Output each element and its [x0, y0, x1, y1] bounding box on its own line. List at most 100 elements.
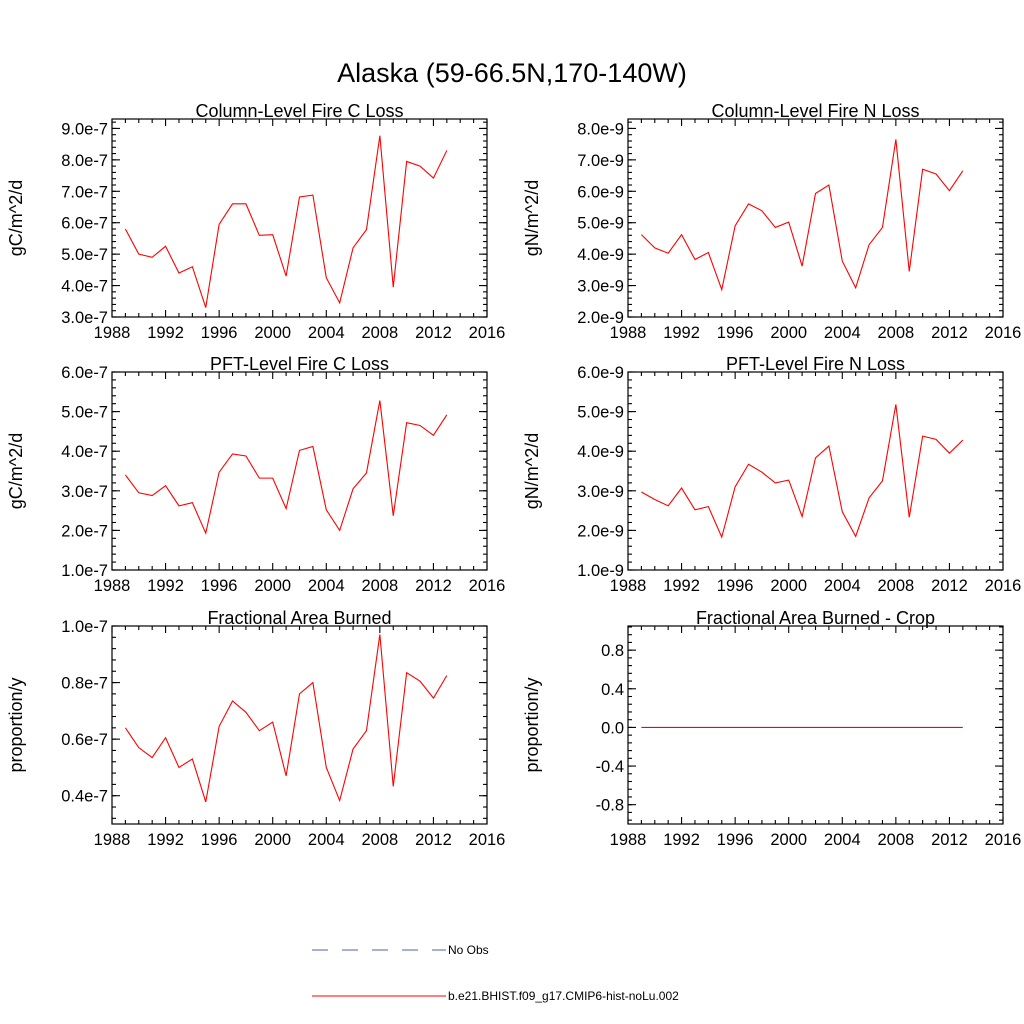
- y-tick-label: 1.0e-7: [61, 618, 108, 636]
- x-tick-label: 1992: [663, 324, 700, 342]
- plot-frame: [627, 371, 1004, 571]
- y-tick-label: 0.4e-7: [61, 788, 108, 806]
- x-tick-label: 1996: [201, 324, 238, 342]
- x-tick-label: 2000: [770, 577, 807, 595]
- y-tick-label: 3.0e-7: [61, 309, 108, 327]
- y-tick-label: 0.4: [601, 681, 624, 699]
- x-tick-label: 2012: [415, 831, 452, 849]
- plot-frame: [111, 625, 488, 825]
- y-tick-label: 3.0e-9: [577, 483, 624, 501]
- x-tick-label: 1988: [610, 324, 647, 342]
- y-tick-label: 0.0: [601, 719, 624, 737]
- panel-5: Fractional Area Burned proportion/y 1988 19…: [6, 608, 505, 849]
- panel-title: PFT-Level Fire C Loss: [210, 354, 389, 374]
- series-line-1: [124, 634, 448, 803]
- y-tick-label: -0.8: [596, 797, 624, 815]
- x-tick-label: 2008: [877, 577, 914, 595]
- series-line-1: [124, 135, 448, 308]
- panel-1: Column-Level Fire C Loss gC/m^2/d 1988 1992…: [6, 101, 505, 342]
- x-tick-label: 2016: [469, 577, 506, 595]
- main-title: Alaska (59-66.5N,170-140W): [337, 58, 687, 88]
- y-tick-label: 7.0e-7: [61, 183, 108, 201]
- x-tick-label: 2008: [361, 577, 398, 595]
- series-line-1: [124, 400, 448, 535]
- x-tick-label: 2004: [824, 324, 861, 342]
- x-tick-label: 2012: [415, 324, 452, 342]
- y-tick-label: 0.8e-7: [61, 675, 108, 693]
- panel-2: Column-Level Fire N Loss gN/m^2/d 1988 1992…: [522, 101, 1021, 342]
- x-tick-label: 2008: [361, 324, 398, 342]
- x-tick-label: 1992: [663, 831, 700, 849]
- x-tick-label: 1988: [94, 577, 131, 595]
- x-tick-label: 2016: [469, 324, 506, 342]
- panel-title: Fractional Area Burned: [207, 608, 391, 628]
- panel-title: PFT-Level Fire N Loss: [726, 354, 905, 374]
- x-tick-label: 1992: [147, 324, 184, 342]
- y-axis-label: proportion/y: [6, 677, 26, 772]
- x-tick-label: 2008: [877, 324, 914, 342]
- panel-title: Column-Level Fire N Loss: [711, 101, 919, 121]
- x-tick-label: 2016: [985, 577, 1022, 595]
- x-tick-label: 1992: [663, 577, 700, 595]
- x-tick-label: 1988: [610, 831, 647, 849]
- panel-6: Fractional Area Burned - Crop proportion/…: [522, 608, 1021, 849]
- y-tick-label: 4.0e-7: [61, 278, 108, 296]
- y-tick-label: 3.0e-7: [61, 483, 108, 501]
- x-tick-label: 2012: [415, 577, 452, 595]
- plot-frame: [627, 625, 1004, 825]
- x-tick-label: 1996: [717, 577, 754, 595]
- x-tick-label: 2000: [770, 324, 807, 342]
- panel-title: Fractional Area Burned - Crop: [696, 608, 935, 628]
- y-tick-label: 5.0e-7: [61, 404, 108, 422]
- y-tick-label: 0.8: [601, 642, 624, 660]
- y-tick-label: 4.0e-9: [577, 246, 624, 264]
- panel-3: PFT-Level Fire C Loss gC/m^2/d 1988 1992 199…: [6, 354, 505, 595]
- y-tick-label: 0.6e-7: [61, 731, 108, 749]
- y-tick-label: 2.0e-9: [577, 522, 624, 540]
- y-tick-label: 6.0e-9: [577, 364, 624, 382]
- x-tick-label: 2012: [931, 577, 968, 595]
- y-tick-label: 1.0e-7: [61, 562, 108, 580]
- y-axis-label: gN/m^2/d: [522, 180, 542, 256]
- legend-label-no-obs: No Obs: [448, 943, 489, 957]
- x-tick-label: 1996: [201, 831, 238, 849]
- x-tick-label: 1992: [147, 577, 184, 595]
- y-axis-label: gC/m^2/d: [6, 433, 26, 509]
- x-tick-label: 2004: [308, 831, 345, 849]
- series-line-1: [641, 139, 964, 292]
- panel-4: PFT-Level Fire N Loss gN/m^2/d 1988 1992 199…: [522, 354, 1021, 595]
- y-tick-label: 6.0e-9: [577, 183, 624, 201]
- y-tick-label: 1.0e-9: [577, 562, 624, 580]
- x-tick-label: 2004: [308, 324, 345, 342]
- y-axis-label: proportion/y: [522, 677, 542, 772]
- x-tick-label: 1988: [94, 324, 131, 342]
- y-tick-label: 8.0e-7: [61, 152, 108, 170]
- x-tick-label: 2000: [254, 577, 291, 595]
- x-tick-label: 2004: [824, 577, 861, 595]
- x-tick-label: 2000: [254, 831, 291, 849]
- panel-title: Column-Level Fire C Loss: [195, 101, 403, 121]
- x-tick-label: 1988: [94, 831, 131, 849]
- x-tick-label: 1996: [717, 831, 754, 849]
- x-tick-label: 1996: [717, 324, 754, 342]
- y-axis-label: gN/m^2/d: [522, 433, 542, 509]
- plot-frame: [627, 118, 1004, 318]
- x-tick-label: 2016: [985, 324, 1022, 342]
- x-tick-label: 2012: [931, 831, 968, 849]
- x-tick-label: 2000: [254, 324, 291, 342]
- x-tick-label: 2012: [931, 324, 968, 342]
- x-tick-label: 2000: [770, 831, 807, 849]
- y-tick-label: 5.0e-9: [577, 404, 624, 422]
- x-tick-label: 2008: [361, 831, 398, 849]
- y-tick-label: 9.0e-7: [61, 120, 108, 138]
- y-tick-label: 6.0e-7: [61, 215, 108, 233]
- y-tick-label: -0.4: [596, 758, 624, 776]
- x-tick-label: 1992: [147, 831, 184, 849]
- y-tick-label: 7.0e-9: [577, 152, 624, 170]
- y-tick-label: 4.0e-7: [61, 443, 108, 461]
- x-tick-label: 2016: [469, 831, 506, 849]
- x-tick-label: 2004: [308, 577, 345, 595]
- x-tick-label: 1988: [610, 577, 647, 595]
- y-tick-label: 6.0e-7: [61, 364, 108, 382]
